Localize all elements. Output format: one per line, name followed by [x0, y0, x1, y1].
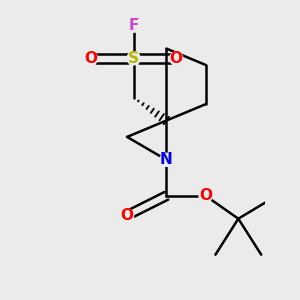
Circle shape — [127, 19, 140, 32]
Text: F: F — [128, 18, 139, 33]
Circle shape — [85, 52, 98, 65]
Text: O: O — [199, 188, 212, 203]
Circle shape — [127, 52, 140, 65]
Circle shape — [121, 209, 134, 222]
Text: S: S — [128, 51, 139, 66]
Text: O: O — [121, 208, 134, 223]
Text: O: O — [170, 51, 183, 66]
Circle shape — [199, 189, 212, 202]
Text: O: O — [85, 51, 98, 66]
Text: N: N — [160, 152, 173, 167]
Circle shape — [160, 153, 173, 167]
Circle shape — [169, 52, 183, 65]
